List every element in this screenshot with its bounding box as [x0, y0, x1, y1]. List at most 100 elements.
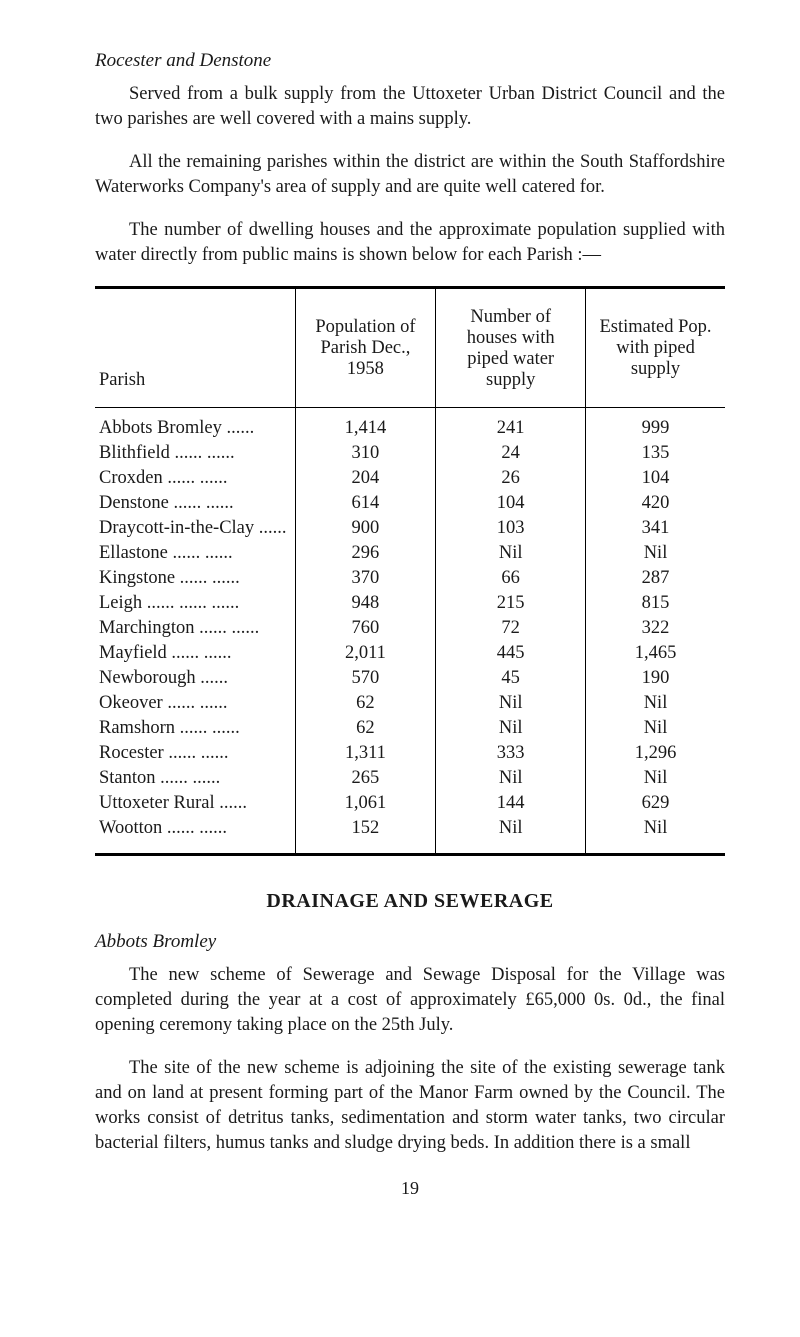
cell-population: 1,414	[295, 407, 436, 441]
cell-houses: 26	[436, 466, 586, 491]
cell-estimated: 135	[586, 441, 725, 466]
cell-estimated: Nil	[586, 716, 725, 741]
cell-parish: Croxden ...... ......	[95, 466, 295, 491]
cell-parish: Mayfield ...... ......	[95, 641, 295, 666]
col-houses-text: Number of houses with piped water supply	[467, 307, 555, 390]
cell-parish: Draycott-in-the-Clay ......	[95, 516, 295, 541]
cell-population: 204	[295, 466, 436, 491]
cell-population: 370	[295, 566, 436, 591]
cell-parish: Newborough ......	[95, 666, 295, 691]
cell-estimated: 322	[586, 616, 725, 641]
drainage-heading: DRAINAGE AND SEWERAGE	[95, 890, 725, 913]
cell-population: 62	[295, 716, 436, 741]
cell-parish: Leigh ...... ...... ......	[95, 591, 295, 616]
cell-population: 62	[295, 691, 436, 716]
cell-estimated: 190	[586, 666, 725, 691]
table-row: Draycott-in-the-Clay ......900103341	[95, 516, 725, 541]
table-row: Newborough ......57045190	[95, 666, 725, 691]
table-row: Blithfield ...... ......31024135	[95, 441, 725, 466]
cell-estimated: 287	[586, 566, 725, 591]
cell-population: 948	[295, 591, 436, 616]
table-row: Mayfield ...... ......2,0114451,465	[95, 641, 725, 666]
cell-parish: Ellastone ...... ......	[95, 541, 295, 566]
cell-population: 1,061	[295, 791, 436, 816]
cell-houses: Nil	[436, 691, 586, 716]
cell-houses: Nil	[436, 716, 586, 741]
table-row: Wootton ...... ......152NilNil	[95, 816, 725, 853]
col-estimated: Estimated Pop. with piped supply	[586, 289, 725, 408]
cell-population: 152	[295, 816, 436, 853]
cell-estimated: 420	[586, 491, 725, 516]
col-parish: Parish	[95, 289, 295, 408]
cell-estimated: Nil	[586, 816, 725, 853]
cell-estimated: 1,296	[586, 741, 725, 766]
parish-table: Parish Population of Parish Dec., 1958 N…	[95, 289, 725, 853]
cell-estimated: 1,465	[586, 641, 725, 666]
table-row: Leigh ...... ...... ......948215815	[95, 591, 725, 616]
cell-houses: 215	[436, 591, 586, 616]
col-houses: Number of houses with piped water supply	[436, 289, 586, 408]
cell-population: 265	[295, 766, 436, 791]
subsection-title: Abbots Bromley	[95, 931, 725, 953]
cell-parish: Abbots Bromley ......	[95, 407, 295, 441]
table-row: Rocester ...... ......1,3113331,296	[95, 741, 725, 766]
table-row: Denstone ...... ......614104420	[95, 491, 725, 516]
table-row: Abbots Bromley ......1,414241999	[95, 407, 725, 441]
cell-population: 760	[295, 616, 436, 641]
cell-estimated: 341	[586, 516, 725, 541]
table-header-row: Parish Population of Parish Dec., 1958 N…	[95, 289, 725, 408]
cell-houses: 333	[436, 741, 586, 766]
cell-parish: Stanton ...... ......	[95, 766, 295, 791]
table-row: Kingstone ...... ......37066287	[95, 566, 725, 591]
cell-parish: Blithfield ...... ......	[95, 441, 295, 466]
cell-parish: Denstone ...... ......	[95, 491, 295, 516]
table-row: Croxden ...... ......20426104	[95, 466, 725, 491]
cell-houses: 445	[436, 641, 586, 666]
cell-population: 570	[295, 666, 436, 691]
cell-population: 614	[295, 491, 436, 516]
cell-houses: Nil	[436, 766, 586, 791]
cell-population: 900	[295, 516, 436, 541]
cell-houses: 45	[436, 666, 586, 691]
table-row: Okeover ...... ......62NilNil	[95, 691, 725, 716]
table-row: Ramshorn ...... ......62NilNil	[95, 716, 725, 741]
paragraph-2: All the remaining parishes within the di…	[95, 150, 725, 200]
col-population-text: Population of Parish Dec., 1958	[315, 317, 415, 379]
cell-estimated: Nil	[586, 766, 725, 791]
cell-parish: Ramshorn ...... ......	[95, 716, 295, 741]
paragraph-1: Served from a bulk supply from the Uttox…	[95, 82, 725, 132]
cell-estimated: Nil	[586, 541, 725, 566]
table-row: Uttoxeter Rural ......1,061144629	[95, 791, 725, 816]
table-row: Stanton ...... ......265NilNil	[95, 766, 725, 791]
cell-houses: Nil	[436, 541, 586, 566]
paragraph-5: The site of the new scheme is adjoining …	[95, 1056, 725, 1156]
water-supply-table: Parish Population of Parish Dec., 1958 N…	[95, 286, 725, 856]
cell-parish: Rocester ...... ......	[95, 741, 295, 766]
cell-houses: 241	[436, 407, 586, 441]
cell-houses: Nil	[436, 816, 586, 853]
cell-population: 2,011	[295, 641, 436, 666]
cell-parish: Okeover ...... ......	[95, 691, 295, 716]
cell-estimated: 999	[586, 407, 725, 441]
cell-houses: 24	[436, 441, 586, 466]
table-row: Ellastone ...... ......296NilNil	[95, 541, 725, 566]
cell-estimated: 104	[586, 466, 725, 491]
page-number: 19	[95, 1178, 725, 1199]
cell-houses: 66	[436, 566, 586, 591]
cell-population: 1,311	[295, 741, 436, 766]
cell-houses: 103	[436, 516, 586, 541]
col-population: Population of Parish Dec., 1958	[295, 289, 436, 408]
paragraph-4: The new scheme of Sewerage and Sewage Di…	[95, 963, 725, 1038]
cell-houses: 72	[436, 616, 586, 641]
cell-parish: Kingstone ...... ......	[95, 566, 295, 591]
col-estimated-text: Estimated Pop. with piped supply	[600, 317, 712, 379]
cell-houses: 144	[436, 791, 586, 816]
cell-parish: Uttoxeter Rural ......	[95, 791, 295, 816]
cell-estimated: Nil	[586, 691, 725, 716]
cell-parish: Wootton ...... ......	[95, 816, 295, 853]
section-title: Rocester and Denstone	[95, 50, 725, 72]
cell-houses: 104	[436, 491, 586, 516]
paragraph-3: The number of dwelling houses and the ap…	[95, 218, 725, 268]
cell-estimated: 629	[586, 791, 725, 816]
table-row: Marchington ...... ......76072322	[95, 616, 725, 641]
